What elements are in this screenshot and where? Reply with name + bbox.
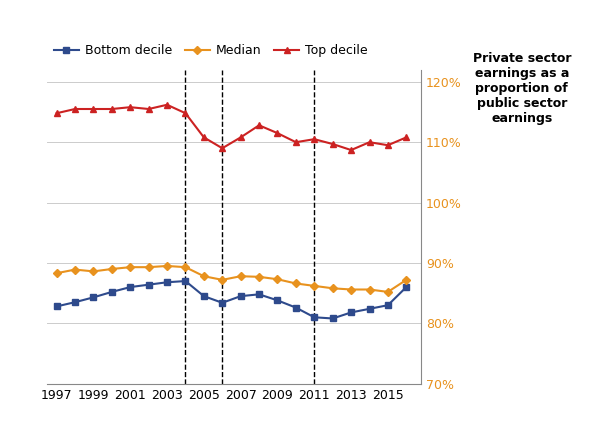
Top decile [256,123,263,128]
Top decile [200,135,208,140]
Median [292,281,299,286]
Bottom decile [109,290,116,295]
Bottom decile [384,303,391,308]
Legend: Bottom decile, Median, Top decile: Bottom decile, Median, Top decile [54,44,368,57]
Median [164,263,171,269]
Median [109,266,116,272]
Top decile [292,140,299,145]
Median [256,274,263,279]
Median [72,267,79,272]
Median [237,274,244,279]
Bottom decile [256,292,263,297]
Bottom decile [164,279,171,285]
Median [145,265,152,270]
Median [329,286,336,291]
Text: Private sector
earnings as a
proportion of
public sector
earnings: Private sector earnings as a proportion … [473,52,571,125]
Median [403,277,410,283]
Bottom decile [145,282,152,287]
Bottom decile [72,300,79,305]
Top decile [90,106,97,112]
Bottom decile [329,316,336,321]
Top decile [366,140,373,145]
Bottom decile [274,298,281,303]
Top decile [164,102,171,107]
Bottom decile [311,315,318,320]
Median [311,283,318,289]
Top decile [72,106,79,112]
Median [347,287,355,292]
Top decile [53,111,60,116]
Median [219,277,226,283]
Top decile [311,136,318,142]
Top decile [329,141,336,146]
Median [53,271,60,276]
Median [182,265,189,270]
Top decile [274,130,281,136]
Top decile [237,135,244,140]
Top decile [403,135,410,140]
Bottom decile [127,284,134,290]
Bottom decile [182,279,189,284]
Bottom decile [347,310,355,315]
Median [90,269,97,274]
Median [384,290,391,295]
Bottom decile [219,300,226,305]
Line: Top decile: Top decile [53,101,410,153]
Bottom decile [292,305,299,310]
Line: Median: Median [54,263,409,295]
Top decile [145,106,152,112]
Median [366,287,373,292]
Bottom decile [53,304,60,309]
Line: Bottom decile: Bottom decile [54,278,409,321]
Top decile [182,111,189,116]
Median [274,276,281,282]
Median [200,274,208,279]
Bottom decile [237,293,244,299]
Top decile [127,105,134,110]
Bottom decile [366,306,373,311]
Median [127,265,134,270]
Bottom decile [403,284,410,290]
Top decile [384,143,391,148]
Top decile [109,106,116,112]
Bottom decile [90,295,97,300]
Top decile [219,146,226,151]
Top decile [347,147,355,153]
Bottom decile [200,293,208,299]
